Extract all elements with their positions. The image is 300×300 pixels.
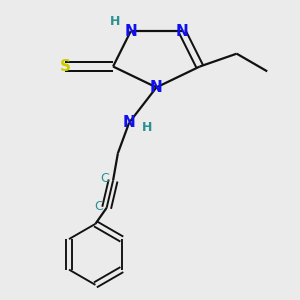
Text: S: S (59, 59, 70, 74)
Text: N: N (124, 24, 137, 39)
Text: N: N (123, 115, 136, 130)
Text: N: N (176, 24, 188, 39)
Text: C: C (101, 172, 110, 185)
Text: C: C (94, 200, 103, 213)
Text: H: H (142, 121, 152, 134)
Text: N: N (150, 80, 163, 95)
Text: H: H (110, 15, 120, 28)
